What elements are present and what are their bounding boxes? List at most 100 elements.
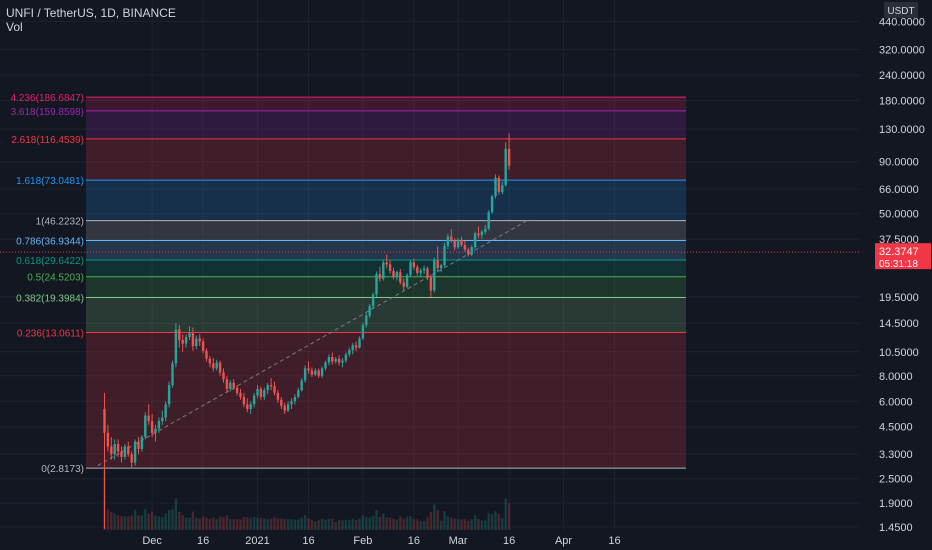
volume-bar bbox=[446, 516, 450, 530]
volume-bar bbox=[419, 520, 422, 530]
candle-body bbox=[497, 177, 501, 192]
candle bbox=[171, 360, 174, 388]
volume-bar bbox=[334, 521, 337, 530]
candle-body bbox=[378, 273, 382, 279]
candle-body bbox=[317, 370, 320, 376]
candle bbox=[167, 381, 171, 408]
fib-level-label: 0.618(29.6422) bbox=[16, 256, 84, 267]
candle bbox=[198, 334, 201, 347]
candle bbox=[266, 382, 269, 395]
candle-body bbox=[327, 356, 331, 363]
candle-body bbox=[103, 408, 106, 433]
price-tick-label: 1.4500 bbox=[879, 522, 913, 534]
candle-body bbox=[473, 233, 477, 248]
candle bbox=[344, 352, 348, 363]
candle-body bbox=[157, 421, 161, 429]
volume-bar bbox=[354, 520, 358, 530]
candle-body bbox=[266, 385, 269, 391]
volume-bar bbox=[310, 520, 314, 530]
volume-bar bbox=[212, 517, 215, 530]
candle-body bbox=[348, 350, 351, 355]
candle-body bbox=[246, 404, 249, 409]
candle bbox=[419, 268, 422, 277]
currency-badge[interactable] bbox=[884, 2, 918, 18]
candle bbox=[378, 266, 382, 282]
candle bbox=[235, 385, 239, 396]
candle bbox=[150, 413, 154, 438]
fibonacci-retracement[interactable]: 0(2.8173) 0.236(13.0611) 0.382(19.3984) 0.5… bbox=[11, 93, 686, 475]
candle bbox=[297, 387, 300, 399]
volume-bar bbox=[341, 520, 344, 530]
price-axis[interactable]: 440.0000 320.0000 240.0000 180.0000 130.0000… bbox=[860, 0, 932, 550]
current-price-label: 32.3747 bbox=[879, 246, 919, 258]
candle-body bbox=[140, 437, 144, 449]
volume-bar bbox=[137, 515, 140, 530]
volume-label[interactable]: Vol bbox=[6, 20, 23, 34]
volume-bar bbox=[422, 520, 426, 530]
candle bbox=[375, 271, 378, 298]
candle bbox=[174, 323, 178, 368]
price-tick-label: 3.3000 bbox=[879, 449, 913, 461]
candle bbox=[361, 322, 365, 340]
candle bbox=[205, 348, 208, 362]
candle-body bbox=[137, 441, 140, 449]
volume-bar bbox=[501, 518, 504, 530]
candle bbox=[307, 361, 310, 374]
candle-body bbox=[208, 358, 212, 364]
candle bbox=[127, 441, 130, 457]
fib-level-label: 1.618(73.0481) bbox=[16, 176, 84, 187]
volume-bar bbox=[395, 519, 399, 530]
candle bbox=[382, 260, 385, 281]
time-axis[interactable]: Dec 16 2021 16 Feb 16 Mar 16 Apr 16 bbox=[142, 535, 620, 547]
volume-bar bbox=[378, 516, 382, 530]
volume-bar bbox=[242, 516, 246, 530]
volume-bar bbox=[402, 518, 405, 530]
volume-bar bbox=[429, 511, 433, 530]
candle bbox=[494, 174, 497, 199]
candle-body bbox=[263, 390, 266, 397]
candle bbox=[409, 260, 412, 277]
volume-bar bbox=[174, 498, 178, 530]
candle bbox=[453, 238, 456, 251]
candle bbox=[164, 401, 167, 422]
symbol-title[interactable]: UNFI / TetherUS, 1D, BINANCE bbox=[6, 6, 176, 20]
candle-body bbox=[123, 446, 127, 457]
volume-bar bbox=[375, 510, 378, 530]
candle bbox=[416, 265, 419, 276]
candle-body bbox=[368, 306, 371, 316]
volume-bar bbox=[157, 516, 161, 530]
volume-bar bbox=[392, 518, 395, 530]
candle-body bbox=[127, 446, 130, 455]
volume-bar bbox=[426, 517, 429, 530]
volume-bar bbox=[290, 519, 293, 530]
candle-body bbox=[439, 265, 443, 269]
candle bbox=[399, 268, 402, 285]
candle-body bbox=[276, 392, 280, 400]
candle-body bbox=[269, 385, 273, 387]
candle-body bbox=[341, 360, 344, 363]
candle bbox=[317, 368, 320, 379]
volume-bar bbox=[484, 520, 487, 530]
fib-zone bbox=[86, 276, 686, 298]
candle-body bbox=[507, 148, 511, 166]
candle bbox=[456, 237, 460, 249]
candle bbox=[229, 380, 232, 392]
candle-body bbox=[446, 236, 450, 246]
volume-bar bbox=[205, 517, 208, 530]
trend-line-path[interactable] bbox=[97, 218, 530, 467]
volume-bar bbox=[286, 519, 290, 530]
candle bbox=[422, 265, 426, 274]
volume-bar bbox=[130, 515, 133, 530]
candle bbox=[303, 365, 307, 383]
candle bbox=[252, 392, 256, 408]
volume-bar bbox=[218, 516, 222, 530]
candle-body bbox=[470, 247, 473, 255]
candle-body bbox=[242, 396, 246, 405]
volume-bar bbox=[215, 519, 218, 530]
price-tick-label: 10.5000 bbox=[879, 347, 919, 359]
volume-bar bbox=[246, 517, 249, 530]
candle-body bbox=[361, 325, 365, 339]
trend-line[interactable] bbox=[97, 218, 530, 467]
